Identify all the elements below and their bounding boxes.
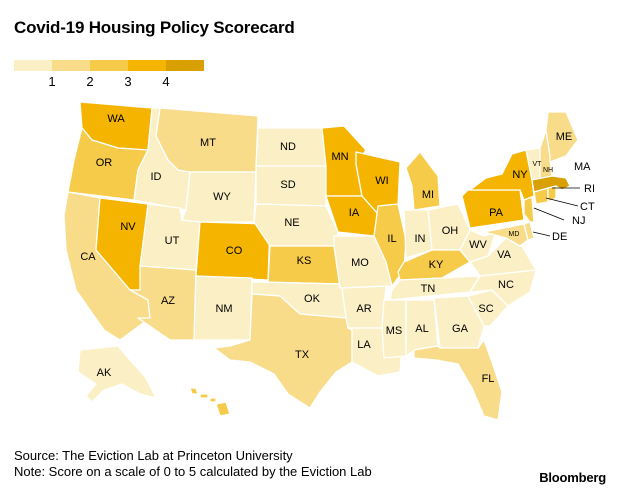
label-ri: RI [584,183,595,195]
state-hi[interactable] [189,387,231,417]
state-ga[interactable] [433,295,485,349]
label-la: LA [357,339,371,351]
label-wa: WA [107,113,125,125]
label-ia: IA [349,207,360,219]
label-wv: WV [469,239,487,251]
leader-line-de [532,231,551,237]
state-pa[interactable] [461,189,525,229]
label-nc: NC [498,279,514,291]
state-ri[interactable] [547,185,557,203]
legend-label-1: 1 [48,74,56,89]
label-tn: TN [421,283,436,295]
label-ga: GA [452,323,469,335]
label-mi: MI [422,189,434,201]
label-ut: UT [165,235,180,247]
label-ct: CT [580,201,595,213]
label-me: ME [556,131,573,143]
bloomberg-logo: Bloomberg [539,470,606,485]
label-vt: VT [533,161,543,168]
label-pa: PA [489,207,504,219]
legend-swatch-0 [14,60,52,71]
label-tx: TX [295,349,310,361]
label-oh: OH [442,225,459,237]
state-ak[interactable] [77,345,157,403]
label-nj: NJ [572,215,585,227]
state-md[interactable] [483,223,529,247]
label-nh: NH [543,167,553,174]
state-mi[interactable] [405,151,441,211]
label-az: AZ [161,295,175,307]
label-in: IN [415,233,426,245]
label-or: OR [96,157,113,169]
label-va: VA [497,249,512,261]
state-mt[interactable] [155,107,259,173]
label-ne: NE [284,217,299,229]
label-md: MD [509,231,520,238]
label-nv: NV [120,221,136,233]
label-id: ID [151,171,162,183]
label-nd: ND [280,141,296,153]
label-ny: NY [512,169,528,181]
label-mt: MT [200,137,216,149]
state-il[interactable] [373,203,407,287]
state-me[interactable] [545,111,579,163]
label-nm: NM [215,303,232,315]
label-co: CO [226,245,243,257]
note-text: Note: Score on a scale of 0 to 5 calcula… [14,464,372,479]
leader-line-ct [545,197,579,207]
label-sd: SD [280,179,295,191]
legend-swatch-4 [166,60,204,71]
state-de[interactable] [523,221,535,241]
label-ky: KY [429,259,444,271]
label-ar: AR [356,303,371,315]
source-note: Source: The Eviction Lab at Princeton Un… [14,448,372,480]
legend-swatch-1 [52,60,90,71]
legend: 1 2 3 4 [14,60,214,90]
label-ak: AK [97,367,112,379]
label-ok: OK [304,293,321,305]
state-nh[interactable] [539,129,553,181]
state-fl[interactable] [413,339,503,421]
state-tx[interactable] [213,293,353,409]
chart-title: Covid-19 Housing Policy Scorecard [14,18,295,37]
label-de: DE [552,231,567,243]
legend-swatch-3 [128,60,166,71]
label-ca: CA [80,251,96,263]
label-wy: WY [213,191,231,203]
leader-line-nj [533,207,565,221]
label-mn: MN [331,151,348,163]
label-mo: MO [351,257,369,269]
legend-label-3: 3 [124,74,132,89]
legend-label-4: 4 [162,74,170,89]
label-ma: MA [574,161,591,173]
label-fl: FL [482,373,495,385]
label-wi: WI [375,175,388,187]
state-ms[interactable] [381,299,407,359]
label-ks: KS [297,255,312,267]
source-text: Source: The Eviction Lab at Princeton Un… [14,448,293,463]
legend-swatch-2 [90,60,128,71]
label-al: AL [415,323,428,335]
label-sc: SC [478,303,493,315]
label-il: IL [387,233,396,245]
legend-label-2: 2 [86,74,94,89]
label-ms: MS [386,325,403,337]
